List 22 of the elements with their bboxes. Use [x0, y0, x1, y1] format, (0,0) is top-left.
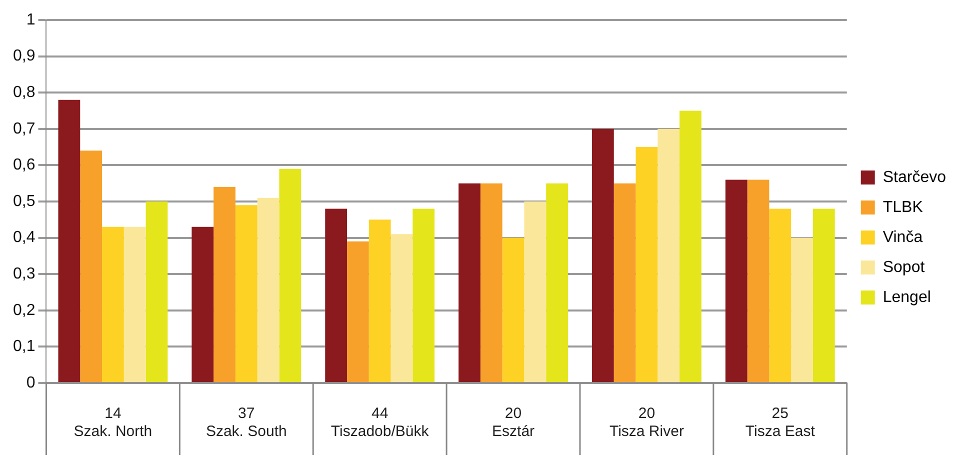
y-tick-label: 0,7	[12, 120, 36, 138]
x-tick-label: 20 Esztár	[492, 405, 535, 440]
y-tick-label: 1	[26, 11, 36, 28]
legend-label: Vinča	[882, 228, 923, 246]
y-tick-label: 0,5	[12, 192, 36, 210]
legend-label: TLBK	[882, 198, 924, 216]
x-tick-label: 14 Szak. North	[74, 405, 152, 440]
y-tick-label: 0,2	[12, 302, 36, 319]
x-tick-label: 44 Tiszadob/Bükk	[330, 405, 430, 440]
y-tick-label: 0,8	[12, 84, 36, 102]
y-tick-label: 0,3	[12, 266, 36, 283]
y-tick-label: 0,6	[12, 156, 36, 174]
legend-label: Lengel	[882, 288, 931, 306]
y-tick-label: 0,1	[12, 338, 36, 356]
legend-label: Starčevo	[882, 168, 946, 186]
x-tick-label: 25 Tisza East	[745, 405, 816, 440]
y-tick-label: 0,9	[12, 48, 36, 65]
y-tick-label: 0,4	[12, 229, 36, 246]
legend-label: Sopot	[882, 258, 926, 276]
x-tick-label: 20 Tisza River	[609, 405, 684, 440]
y-tick-label: 0	[26, 374, 36, 392]
x-tick-label: 37 Szak. South	[206, 405, 287, 440]
